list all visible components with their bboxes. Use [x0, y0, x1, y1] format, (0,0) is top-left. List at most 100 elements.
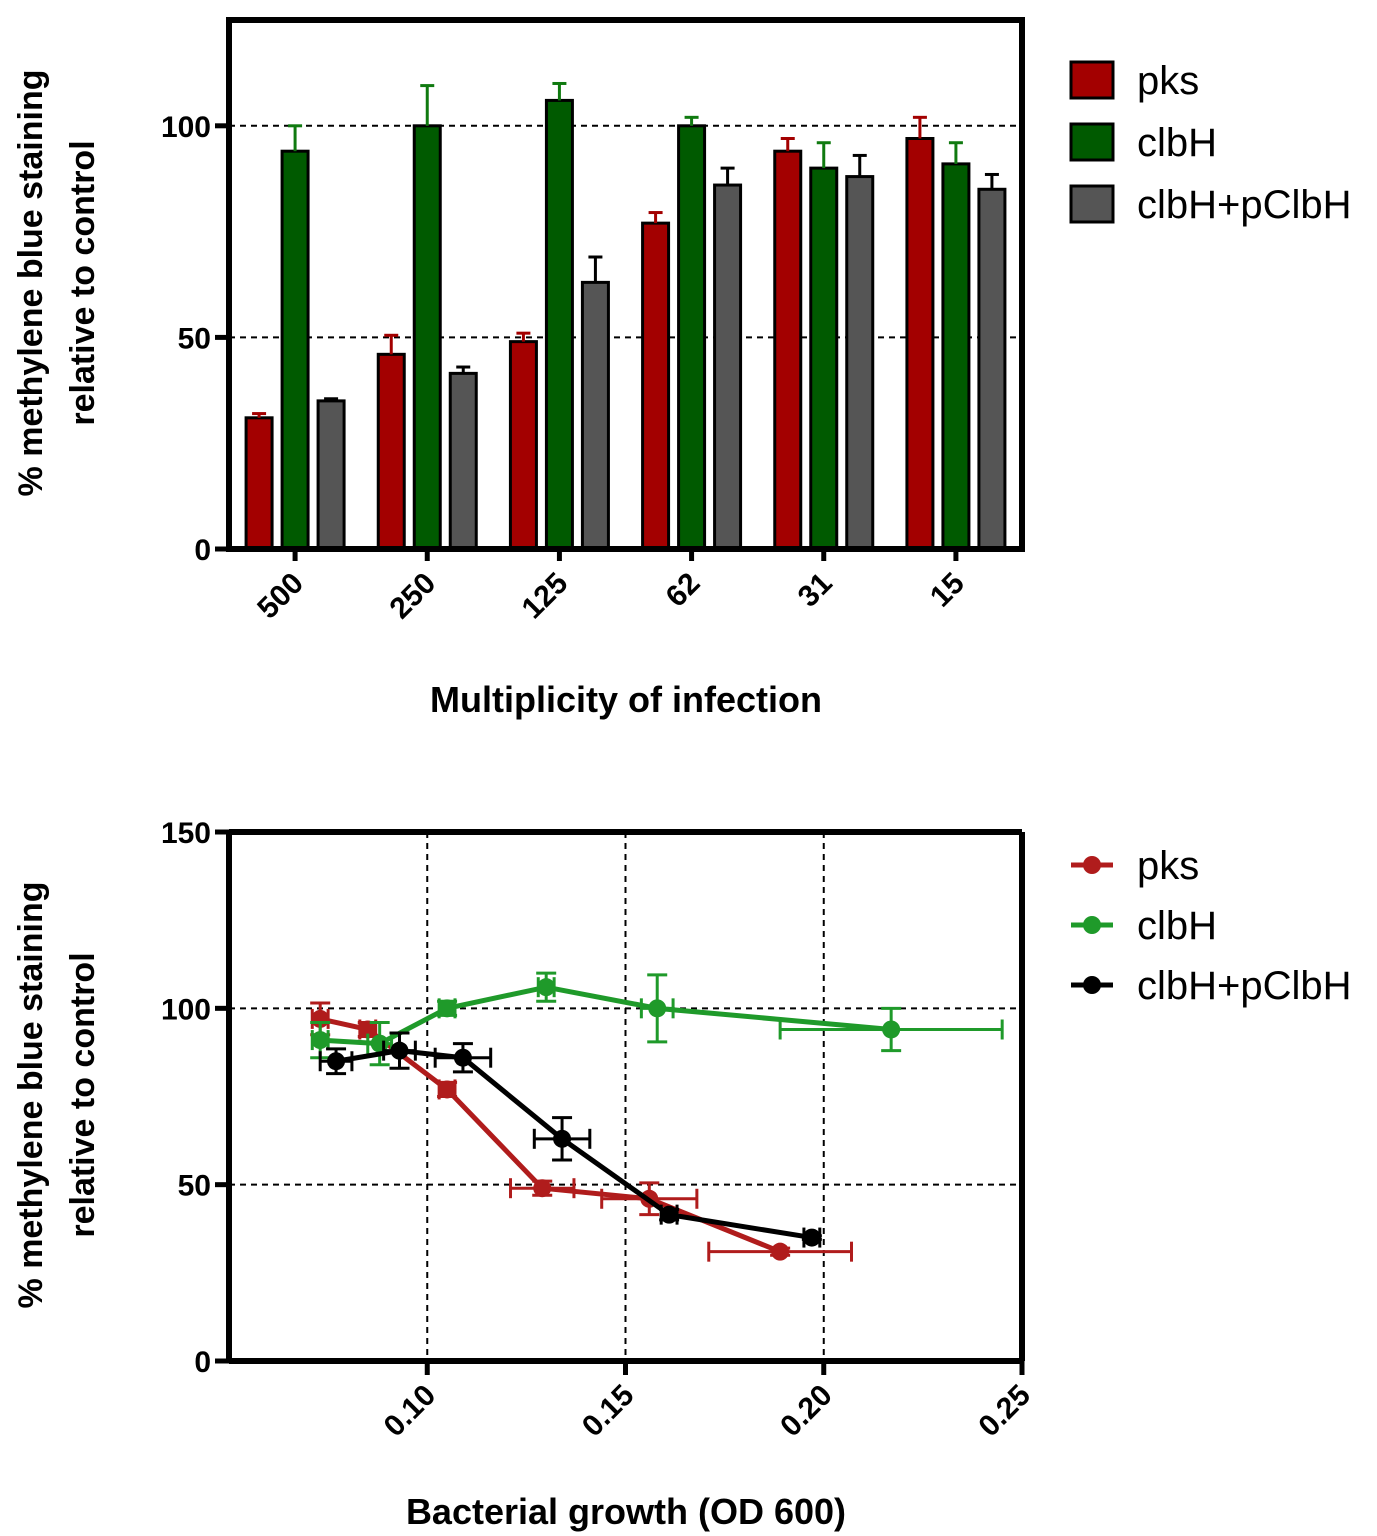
point-clbH+pClbH-4	[660, 1205, 679, 1224]
y-tick-label-0: 0	[194, 534, 211, 567]
x-tick-label-0.15: 0.15	[576, 1379, 641, 1444]
point-pks-2	[438, 1080, 457, 1099]
bar-pks-62	[641, 221, 671, 551]
error-bar-clbH-250	[420, 84, 435, 126]
line-chart-x-ticks: 0.10 0.15 0.20 0.25	[378, 1361, 1037, 1443]
line-chart-series	[310, 971, 1004, 1262]
line-chart-y-axis-label-line2: relative to control	[64, 952, 102, 1237]
point-clbH+pClbH-3	[553, 1129, 572, 1148]
line-chart-panel: 0 50 100 150 0.10 0.15 0.20 0.25 % methylene b…	[12, 817, 1352, 1532]
line-chart-y-ticks: 0 50 100 150	[161, 817, 229, 1379]
legend-label-clbH+pClbH: clbH+pClbH	[1137, 964, 1352, 1008]
bar-clbH+pClbH-125	[580, 280, 610, 551]
error-bar-pks-31	[780, 136, 795, 152]
legend-swatch-pks	[1069, 60, 1115, 100]
error-bar-pks-500	[252, 412, 267, 418]
y-tick-label-50: 50	[178, 322, 211, 355]
legend-swatch-clbH+pClbH	[1069, 184, 1115, 224]
bar-chart-y-ticks: 0 50 100	[161, 111, 229, 567]
point-clbH-0	[311, 1031, 330, 1050]
point-clbH+pClbH-2	[453, 1048, 472, 1067]
point-clbH-5	[882, 1020, 901, 1039]
point-clbH-3	[537, 978, 556, 997]
bar-pks-500	[244, 416, 274, 551]
line-chart-grid	[229, 832, 1022, 1361]
bar-clbH-62	[677, 124, 707, 551]
point-clbH+pClbH-1	[390, 1041, 409, 1060]
x-tick-label-31: 31	[792, 567, 839, 614]
point-pks-1	[358, 1020, 377, 1039]
x-tick-label-500: 500	[251, 567, 310, 626]
error-bar-clbH-15	[948, 141, 963, 164]
error-bar-pks-125	[516, 331, 531, 342]
bar-chart-frame	[226, 17, 1025, 552]
series-line-clbH+pClbH	[335, 1048, 813, 1241]
bar-pks-15	[905, 136, 935, 551]
bar-chart-x-ticks: 500 250 125 62 31 15	[251, 549, 971, 625]
bar-clbH-250	[412, 124, 442, 551]
y-tick-label-50: 50	[178, 1170, 211, 1203]
error-bar-clbH+pClbH-31	[852, 153, 867, 177]
bar-chart-bars	[244, 98, 1007, 551]
bar-chart-legend: pks clbH clbH+pClbH	[1069, 59, 1352, 227]
error-bar-clbH+pClbH-15	[984, 172, 999, 190]
point-clbH-2	[438, 999, 457, 1018]
legend-label-pks: pks	[1137, 844, 1199, 888]
bar-chart-panel: 0 50 100 500 250 125 62 31 15 % methylene blue …	[12, 17, 1352, 720]
legend-label-pks: pks	[1137, 59, 1199, 103]
bar-clbH-125	[544, 98, 574, 551]
x-tick-label-125: 125	[516, 567, 575, 626]
bar-clbH-31	[809, 166, 839, 551]
legend-label-clbH: clbH	[1137, 121, 1217, 165]
error-bar-clbH+pClbH-62	[720, 166, 735, 186]
x-tick-label-0.10: 0.10	[378, 1379, 443, 1444]
series-clbH	[310, 971, 1004, 1067]
point-clbH-4	[648, 999, 667, 1018]
legend-label-clbH+pClbH: clbH+pClbH	[1137, 183, 1352, 227]
line-chart-y-axis-label-line1: % methylene blue staining	[12, 882, 50, 1309]
x-tick-label-0.20: 0.20	[774, 1379, 839, 1444]
bar-pks-250	[376, 352, 406, 551]
legend-label-clbH: clbH	[1137, 904, 1217, 948]
y-tick-label-150: 150	[161, 817, 211, 850]
error-bar-clbH-31	[816, 141, 831, 169]
line-chart-legend: pks clbH clbH+pClbH	[1071, 844, 1352, 1008]
bar-pks-31	[773, 149, 803, 551]
bar-clbH+pClbH-500	[316, 399, 346, 551]
bar-chart-y-axis-label-line1: % methylene blue staining	[12, 70, 50, 497]
point-clbH+pClbH-0	[327, 1052, 346, 1071]
error-bar-pks-62	[648, 211, 663, 224]
error-bar-pks-15	[912, 115, 927, 139]
bar-chart-reference-lines	[229, 124, 1022, 339]
x-tick-label-250: 250	[383, 567, 442, 626]
series-line-clbH	[320, 984, 892, 1047]
y-tick-label-0: 0	[194, 1346, 211, 1379]
series-clbH+pClbH	[318, 1031, 822, 1248]
bar-clbH-15	[941, 162, 971, 551]
error-bar-clbH+pClbH-500	[324, 397, 339, 401]
bar-clbH-500	[280, 149, 310, 551]
point-pks-3	[533, 1179, 552, 1198]
legend-marker-pks	[1083, 856, 1101, 874]
bar-chart-y-axis-label-line2: relative to control	[64, 140, 102, 425]
legend-marker-clbH+pClbH	[1083, 976, 1101, 994]
error-bar-pks-250	[384, 333, 399, 355]
y-tick-label-100: 100	[161, 993, 211, 1026]
x-tick-label-0.25: 0.25	[972, 1379, 1037, 1444]
bar-clbH+pClbH-62	[713, 183, 743, 551]
bar-chart-x-axis-label: Multiplicity of infection	[430, 679, 822, 720]
bar-clbH+pClbH-250	[448, 371, 478, 551]
legend-marker-clbH	[1083, 916, 1101, 934]
error-bar-clbH-125	[552, 81, 567, 101]
error-bar-clbH-62	[684, 115, 699, 126]
bar-chart-error-bars	[252, 81, 999, 418]
x-tick-label-62: 62	[660, 567, 707, 614]
bar-clbH+pClbH-31	[845, 175, 875, 551]
point-pks-5	[771, 1242, 790, 1261]
bar-clbH+pClbH-15	[977, 187, 1007, 551]
x-tick-label-15: 15	[924, 567, 971, 614]
error-bar-clbH+pClbH-125	[588, 255, 603, 283]
y-tick-label-100: 100	[161, 111, 211, 144]
error-bar-clbH+pClbH-250	[456, 365, 471, 374]
